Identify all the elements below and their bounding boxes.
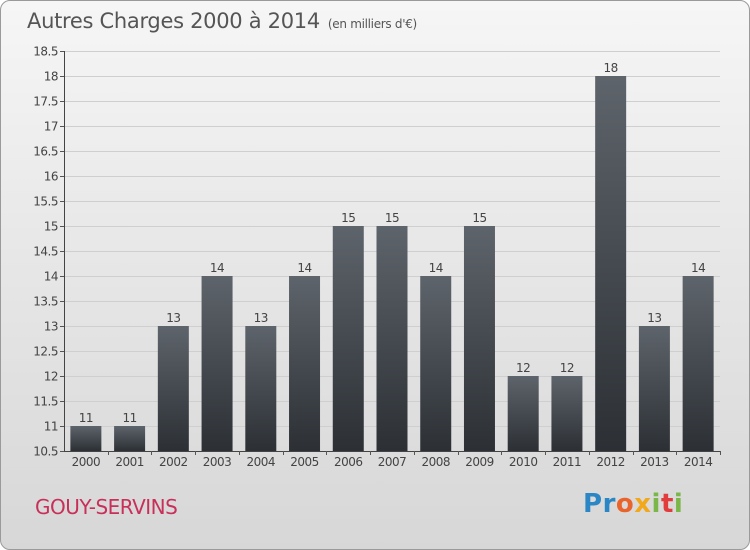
data-label: 14	[691, 261, 705, 275]
bar-2000	[70, 426, 102, 451]
data-label: 11	[79, 411, 93, 425]
data-labels: 11 11 13 14 13 14 15 15 14 15 12 12 18 13 14	[79, 61, 706, 425]
x-tick-label: 2005	[290, 455, 319, 469]
bar-2003	[201, 276, 233, 451]
x-tick-label: 2008	[421, 455, 450, 469]
y-tick-label: 16.5	[33, 145, 58, 159]
x-tick-labels: 2000 2001 2002 2003 2004 2005 2006 2007 2008 2009…	[72, 455, 713, 469]
x-tick-label: 2003	[203, 455, 232, 469]
y-tick-label: 15	[44, 220, 58, 234]
bar-2001	[114, 426, 146, 451]
y-tick-label: 15.5	[33, 195, 58, 209]
data-label: 15	[472, 211, 486, 225]
y-tick-label: 17	[44, 120, 58, 134]
chart-subtitle: (en milliers d'€)	[327, 17, 417, 31]
x-tick-label: 2002	[159, 455, 188, 469]
x-tick-label: 2004	[247, 455, 276, 469]
data-label: 11	[122, 411, 136, 425]
y-tick-label: 12.5	[33, 345, 58, 359]
bar-2007	[376, 226, 408, 451]
bars	[70, 76, 714, 451]
bar-2005	[289, 276, 321, 451]
y-tick-label: 11.5	[33, 395, 58, 409]
y-tick-label: 11	[44, 420, 58, 434]
x-tick-label: 2000	[72, 455, 101, 469]
bar-2008	[420, 276, 452, 451]
y-tick-label: 12	[44, 370, 58, 384]
data-label: 14	[429, 261, 443, 275]
bar-2010	[507, 376, 539, 451]
bar-2004	[245, 326, 277, 451]
y-tick-label: 13	[44, 320, 58, 334]
data-label: 15	[385, 211, 399, 225]
bar-2013	[638, 326, 670, 451]
y-tick-label: 17.5	[33, 95, 58, 109]
bar-2011	[551, 376, 583, 451]
y-tick-label: 18.5	[33, 45, 58, 59]
data-label: 12	[560, 361, 574, 375]
x-tick-label: 2011	[553, 455, 582, 469]
x-tick-label: 2007	[378, 455, 407, 469]
bar-2002	[157, 326, 189, 451]
bar-2012	[595, 76, 627, 451]
y-tick-label: 16	[44, 170, 58, 184]
chart-title-text: Autres Charges 2000 à 2014	[27, 9, 320, 33]
chart-title: Autres Charges 2000 à 2014 (en milliers d…	[27, 9, 417, 33]
bar-2009	[463, 226, 495, 451]
bar-2014	[682, 276, 714, 451]
data-label: 18	[604, 61, 618, 75]
x-tick-label: 2006	[334, 455, 363, 469]
data-label: 14	[210, 261, 224, 275]
y-tick-label: 13.5	[33, 295, 58, 309]
proxiti-logo[interactable]: Proxiti	[583, 489, 684, 519]
axes	[60, 51, 721, 455]
x-tick-label: 2010	[509, 455, 538, 469]
y-tick-label: 10.5	[33, 445, 58, 459]
x-tick-label: 2001	[115, 455, 144, 469]
y-tick-label: 14	[44, 270, 58, 284]
x-tick-label: 2013	[640, 455, 669, 469]
y-tick-label: 14.5	[33, 245, 58, 259]
data-label: 14	[297, 261, 311, 275]
data-label: 13	[166, 311, 180, 325]
y-tick-labels: 10.5 11 11.5 12 12.5 13 13.5 14 14.5 15 15.5 16 16.5…	[33, 45, 58, 459]
y-tick-label: 18	[44, 70, 58, 84]
commune-name: GOUY-SERVINS	[35, 495, 178, 519]
x-tick-label: 2014	[684, 455, 713, 469]
data-label: 13	[647, 311, 661, 325]
data-label: 12	[516, 361, 530, 375]
data-label: 15	[341, 211, 355, 225]
x-tick-label: 2009	[465, 455, 494, 469]
data-label: 13	[254, 311, 268, 325]
x-tick-label: 2012	[596, 455, 625, 469]
bar-2006	[332, 226, 364, 451]
